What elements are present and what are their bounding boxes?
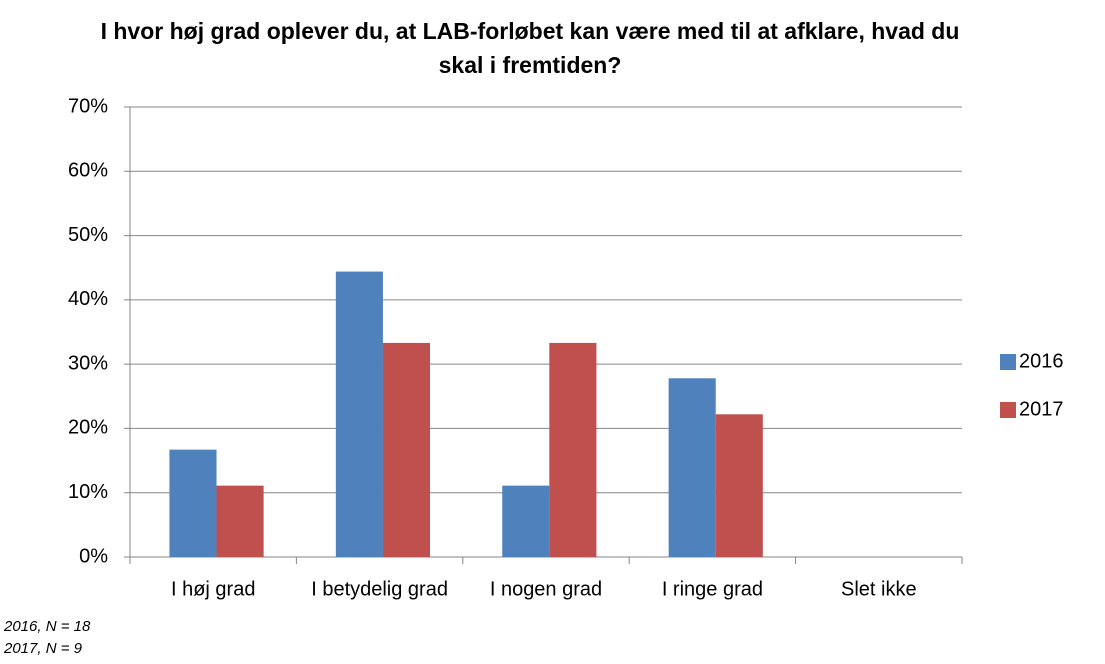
- x-tick-label: Slet ikke: [841, 578, 917, 600]
- bar: [549, 342, 597, 557]
- x-tick-label: I betydelig grad: [311, 578, 448, 600]
- legend-swatch: [1000, 354, 1016, 370]
- y-tick-label: 60%: [68, 160, 108, 182]
- y-tick-label: 30%: [68, 352, 108, 374]
- bar: [502, 485, 550, 557]
- bar: [216, 485, 264, 557]
- legend-swatch: [1000, 402, 1016, 418]
- x-tick-label: I nogen grad: [490, 578, 602, 600]
- y-tick-label: 0%: [79, 545, 108, 567]
- y-tick-label: 10%: [68, 481, 108, 503]
- bar: [668, 378, 716, 557]
- y-tick-label: 70%: [68, 95, 108, 117]
- legend-label: 2016: [1019, 350, 1064, 372]
- note: 2017, N = 9: [4, 640, 82, 657]
- chart-title: I hvor høj grad oplever du, at LAB-forlø…: [100, 18, 960, 78]
- bar: [382, 342, 431, 557]
- y-tick-label: 20%: [68, 417, 108, 439]
- bar: [335, 271, 383, 557]
- x-tick-label: I ringe grad: [662, 578, 763, 600]
- legend-label: 2017: [1019, 398, 1064, 420]
- x-tick-label: I høj grad: [171, 578, 255, 600]
- note: 2016, N = 18: [4, 618, 91, 635]
- y-tick-label: 40%: [68, 288, 108, 310]
- bar: [715, 414, 763, 557]
- y-tick-label: 50%: [68, 224, 108, 246]
- bar: [169, 449, 217, 557]
